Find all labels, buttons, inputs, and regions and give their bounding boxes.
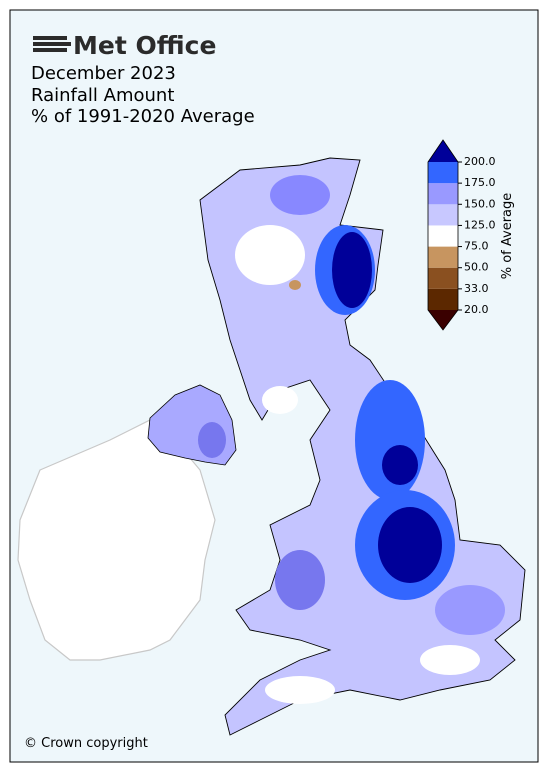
- colorbar-tick-label: 125.0: [464, 218, 496, 231]
- rain-patch: [275, 550, 325, 610]
- colorbar-under-arrow: [428, 310, 458, 330]
- rain-patch: [382, 445, 418, 485]
- rain-patch: [270, 175, 330, 215]
- colorbar-segment: [428, 246, 458, 268]
- colorbar-segment: [428, 183, 458, 205]
- colorbar-segment: [428, 204, 458, 226]
- colorbar-label: % of Average: [500, 193, 515, 280]
- colorbar-tick-label: 150.0: [464, 197, 496, 210]
- rain-patch: [332, 232, 372, 308]
- dry-patch: [265, 676, 335, 704]
- colorbar-over-arrow: [428, 140, 458, 162]
- rain-patch: [378, 507, 442, 583]
- colorbar-segment: [428, 225, 458, 247]
- colorbar-tick-label: 20.0: [464, 303, 489, 316]
- logo: Met Office: [33, 31, 216, 60]
- rain-patch: [435, 585, 505, 635]
- logo-mark: [33, 36, 71, 52]
- colorbar-tick-label: 200.0: [464, 155, 496, 168]
- title-line: % of 1991-2020 Average: [31, 106, 255, 127]
- colorbar-tick-label: 50.0: [464, 261, 489, 274]
- copyright: © Crown copyright: [24, 736, 148, 751]
- logo-text: Met Office: [73, 31, 216, 60]
- dry-patch: [262, 386, 298, 414]
- dry-patch: [420, 645, 480, 675]
- dry-patch: [289, 280, 301, 290]
- rain-patch: [198, 422, 226, 458]
- title-line: December 2023: [31, 63, 176, 84]
- colorbar-segment: [428, 267, 458, 289]
- colorbar-tick-label: 75.0: [464, 240, 489, 253]
- dry-patch: [235, 225, 305, 285]
- colorbar-tick-label: 175.0: [464, 176, 496, 189]
- colorbar-segment: [428, 162, 458, 184]
- colorbar: 20.0 33.0 50.0 75.0 125.0 150.0 175.0 200.0 % of…: [427, 139, 515, 331]
- colorbar-segment: [428, 288, 458, 310]
- title-line: Rainfall Amount: [31, 85, 174, 106]
- rain-patch: [355, 380, 425, 500]
- colorbar-tick-label: 33.0: [464, 282, 489, 295]
